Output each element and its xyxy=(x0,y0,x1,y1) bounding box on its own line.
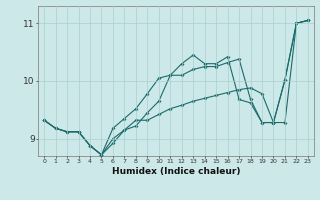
X-axis label: Humidex (Indice chaleur): Humidex (Indice chaleur) xyxy=(112,167,240,176)
